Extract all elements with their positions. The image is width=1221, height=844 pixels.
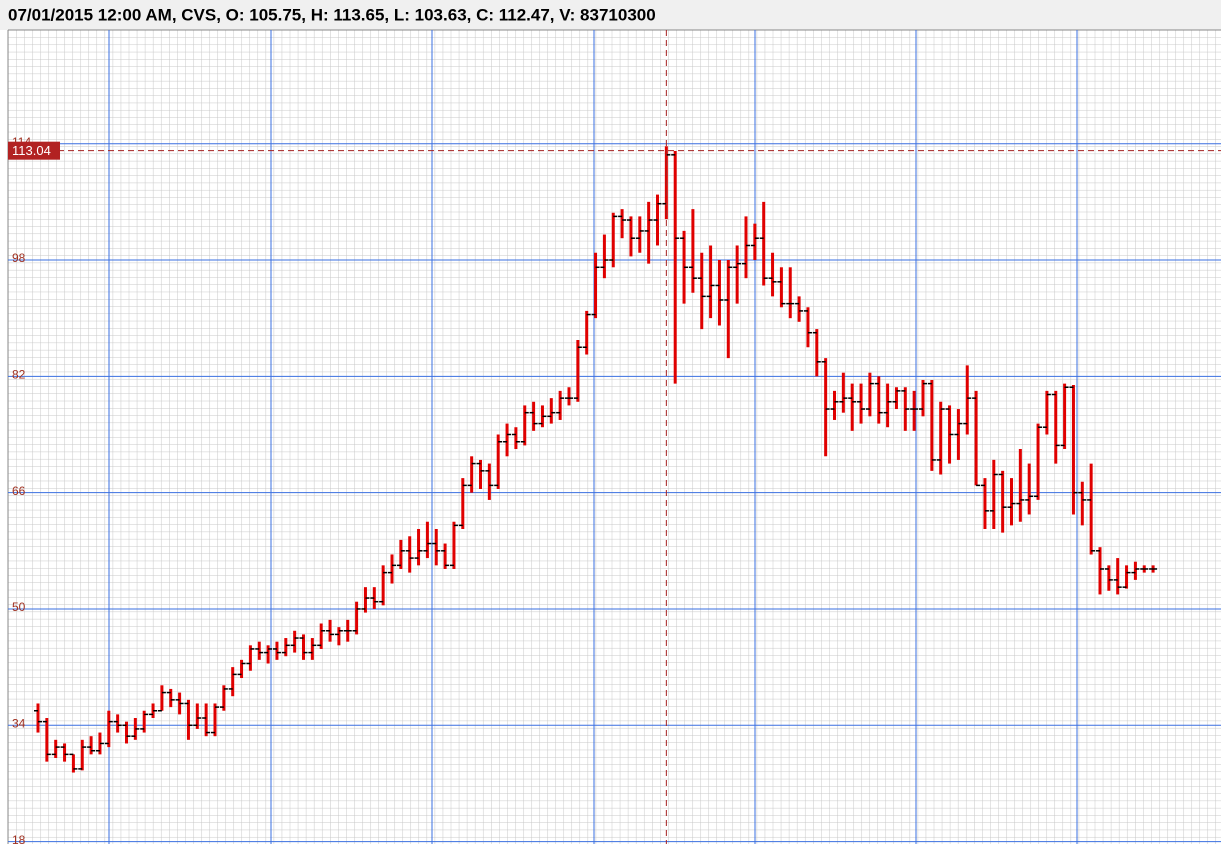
y-tick-label: 82 <box>12 368 26 382</box>
crosshair-label: 113.04 <box>12 143 51 158</box>
minor-grid <box>8 30 1221 844</box>
y-tick-label: 66 <box>12 484 26 498</box>
header-bar <box>0 0 1221 30</box>
y-tick-label: 34 <box>12 716 26 730</box>
y-tick-label: 50 <box>12 600 26 614</box>
header-text: 07/01/2015 12:00 AM, CVS, O: 105.75, H: … <box>8 5 656 24</box>
y-tick-label: 18 <box>12 833 26 844</box>
y-tick-label: 98 <box>12 251 26 265</box>
crosshair-label-bg <box>8 141 60 160</box>
